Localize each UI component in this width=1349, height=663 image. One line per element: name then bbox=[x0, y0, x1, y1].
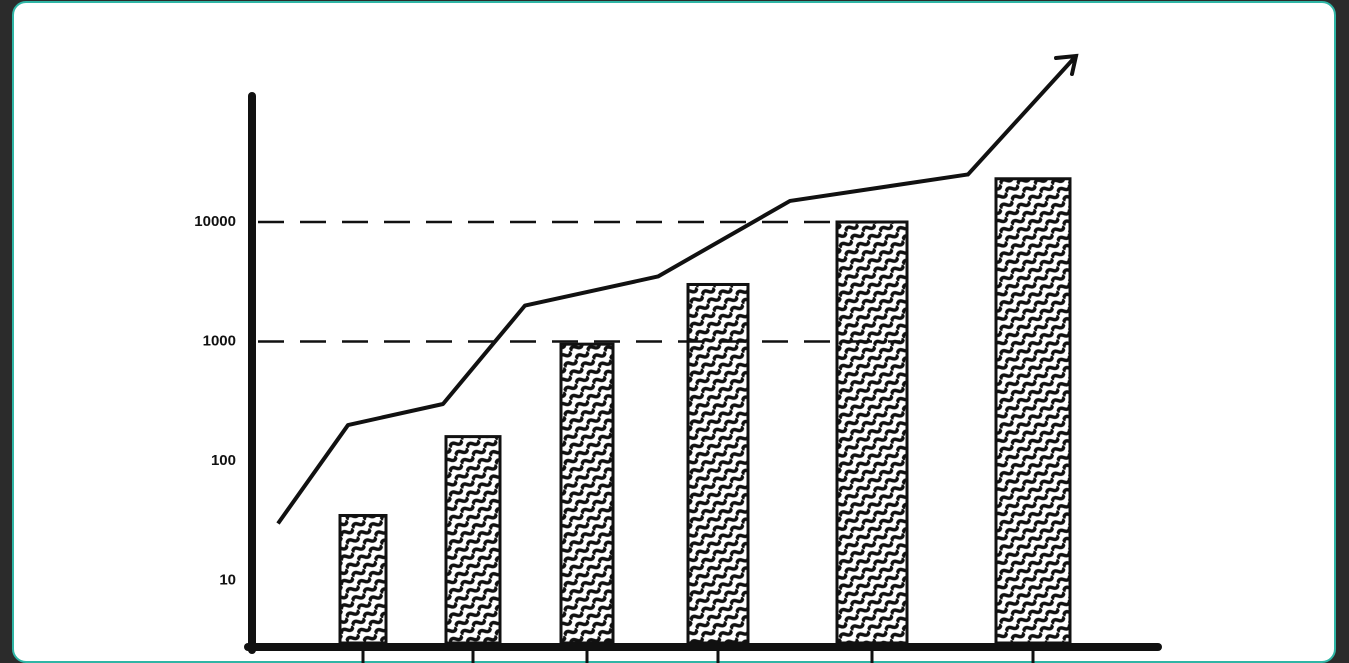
y-tick-label: 100 bbox=[211, 452, 236, 469]
bar bbox=[686, 282, 750, 645]
trend-line bbox=[276, 172, 969, 525]
bar bbox=[994, 177, 1072, 645]
trend-arrow bbox=[966, 53, 1079, 177]
y-tick-label: 1000 bbox=[203, 332, 236, 349]
y-tick-label: 10000 bbox=[194, 213, 236, 230]
frame bbox=[12, 1, 1336, 663]
bar bbox=[835, 220, 909, 645]
bar bbox=[338, 513, 388, 645]
bar bbox=[444, 435, 502, 645]
bar bbox=[559, 342, 615, 645]
y-tick-label: 10 bbox=[219, 571, 236, 588]
